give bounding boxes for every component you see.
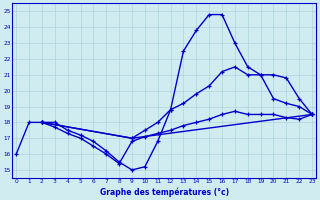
X-axis label: Graphe des températures (°c): Graphe des températures (°c) [100, 187, 229, 197]
